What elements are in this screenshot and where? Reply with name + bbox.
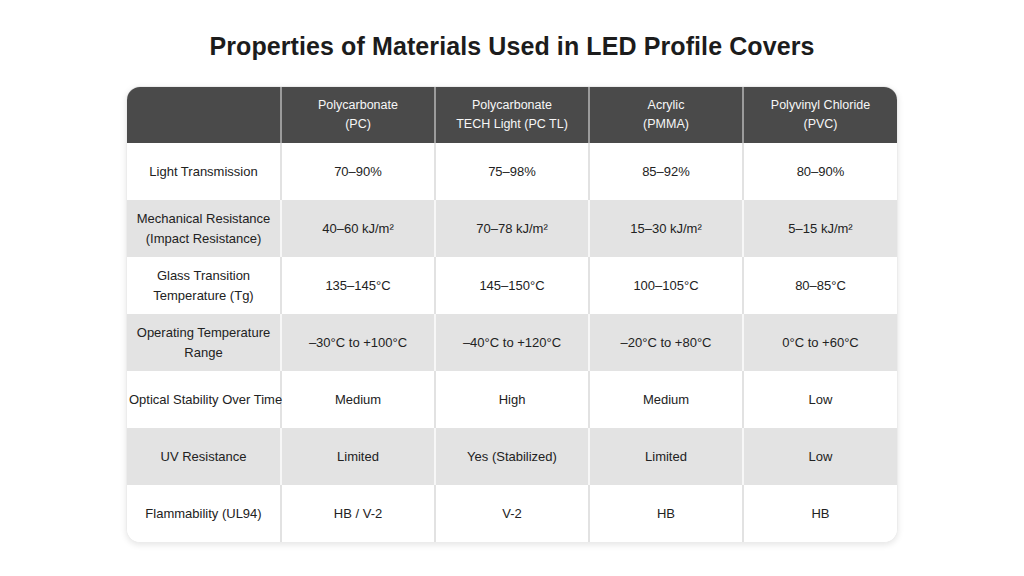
property-label: Optical Stability Over Time bbox=[127, 371, 281, 428]
table-row-optical-stability: Optical Stability Over Time Medium High … bbox=[127, 371, 897, 428]
value-cell: 100–105°C bbox=[589, 257, 743, 314]
property-label: Glass Transition Temperature (Tg) bbox=[127, 257, 281, 314]
column-header-pc: Polycarbonate (PC) bbox=[281, 87, 435, 143]
value-cell: Medium bbox=[281, 371, 435, 428]
value-cell: Limited bbox=[589, 428, 743, 485]
table-header: Polycarbonate (PC) Polycarbonate TECH Li… bbox=[127, 87, 897, 143]
value-cell: 40–60 kJ/m² bbox=[281, 200, 435, 257]
column-header-empty bbox=[127, 87, 281, 143]
property-label: Operating Temperature Range bbox=[127, 314, 281, 371]
value-cell: 70–90% bbox=[281, 143, 435, 200]
value-cell: High bbox=[435, 371, 589, 428]
page-title: Properties of Materials Used in LED Prof… bbox=[0, 0, 1024, 86]
value-cell: Yes (Stabilized) bbox=[435, 428, 589, 485]
table-row-operating-temperature: Operating Temperature Range –30°C to +10… bbox=[127, 314, 897, 371]
table-body: Light Transmission 70–90% 75–98% 85–92% … bbox=[127, 143, 897, 542]
table-header-row: Polycarbonate (PC) Polycarbonate TECH Li… bbox=[127, 87, 897, 143]
value-cell: –40°C to +120°C bbox=[435, 314, 589, 371]
table-row-mechanical-resistance: Mechanical Resistance (Impact Resistance… bbox=[127, 200, 897, 257]
table-row-glass-transition: Glass Transition Temperature (Tg) 135–14… bbox=[127, 257, 897, 314]
value-cell: 0°C to +60°C bbox=[743, 314, 897, 371]
materials-table-container: Polycarbonate (PC) Polycarbonate TECH Li… bbox=[126, 86, 898, 543]
property-label: UV Resistance bbox=[127, 428, 281, 485]
value-cell: HB / V-2 bbox=[281, 485, 435, 542]
property-label: Light Transmission bbox=[127, 143, 281, 200]
value-cell: 145–150°C bbox=[435, 257, 589, 314]
value-cell: HB bbox=[589, 485, 743, 542]
value-cell: HB bbox=[743, 485, 897, 542]
property-label: Flammability (UL94) bbox=[127, 485, 281, 542]
value-cell: Medium bbox=[589, 371, 743, 428]
value-cell: 135–145°C bbox=[281, 257, 435, 314]
page: Properties of Materials Used in LED Prof… bbox=[0, 0, 1024, 576]
table-row-light-transmission: Light Transmission 70–90% 75–98% 85–92% … bbox=[127, 143, 897, 200]
value-cell: 80–90% bbox=[743, 143, 897, 200]
value-cell: 80–85°C bbox=[743, 257, 897, 314]
value-cell: –30°C to +100°C bbox=[281, 314, 435, 371]
table-row-uv-resistance: UV Resistance Limited Yes (Stabilized) L… bbox=[127, 428, 897, 485]
column-header-pmma: Acrylic (PMMA) bbox=[589, 87, 743, 143]
value-cell: Low bbox=[743, 371, 897, 428]
column-header-pc-tl: Polycarbonate TECH Light (PC TL) bbox=[435, 87, 589, 143]
value-cell: 85–92% bbox=[589, 143, 743, 200]
value-cell: 75–98% bbox=[435, 143, 589, 200]
value-cell: 15–30 kJ/m² bbox=[589, 200, 743, 257]
value-cell: –20°C to +80°C bbox=[589, 314, 743, 371]
column-header-pvc: Polyvinyl Chloride (PVC) bbox=[743, 87, 897, 143]
materials-table: Polycarbonate (PC) Polycarbonate TECH Li… bbox=[127, 87, 897, 542]
value-cell: V-2 bbox=[435, 485, 589, 542]
value-cell: Limited bbox=[281, 428, 435, 485]
table-row-flammability: Flammability (UL94) HB / V-2 V-2 HB HB bbox=[127, 485, 897, 542]
value-cell: 70–78 kJ/m² bbox=[435, 200, 589, 257]
property-label: Mechanical Resistance (Impact Resistance… bbox=[127, 200, 281, 257]
value-cell: 5–15 kJ/m² bbox=[743, 200, 897, 257]
value-cell: Low bbox=[743, 428, 897, 485]
